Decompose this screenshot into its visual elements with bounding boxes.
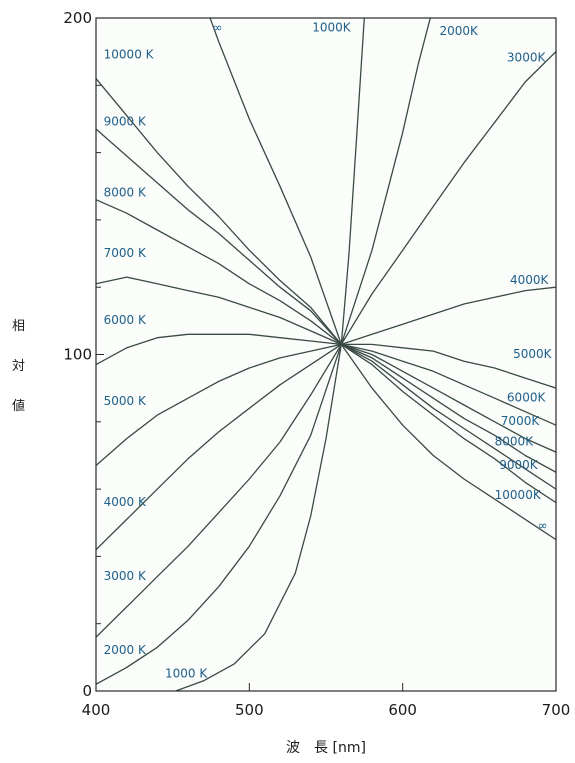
x-tick-label: 700 — [542, 701, 571, 719]
curve-label: 9000 K — [104, 115, 147, 129]
series-line-3 — [96, 199, 556, 473]
curve-label: 3000K — [507, 51, 547, 65]
curve-label: 2000 K — [104, 643, 147, 657]
curve-label: ∞ — [538, 518, 548, 532]
y-axis-label-char-2: 対 — [12, 359, 25, 374]
y-tick-label: 100 — [63, 346, 92, 364]
y-tick-label: 0 — [82, 682, 92, 700]
curve-label: 9000K — [499, 458, 539, 472]
curve-label: 8000K — [495, 434, 535, 448]
series-line-4 — [96, 276, 556, 453]
curve-label: 3000 K — [104, 569, 147, 583]
y-tick-label: 200 — [63, 9, 92, 27]
curve-label: 10000K — [495, 488, 542, 502]
x-tick-label: 400 — [82, 701, 111, 719]
curve-label: 6000K — [507, 391, 547, 405]
series-line-9 — [96, 18, 431, 685]
series-line-5 — [96, 333, 556, 426]
curve-label: 10000 K — [104, 47, 155, 61]
x-tick-label: 600 — [388, 701, 417, 719]
series-line-1 — [96, 78, 556, 504]
curve-label: 6000 K — [104, 313, 147, 327]
series-line-10 — [175, 18, 365, 691]
curve-label: 5000 K — [104, 394, 147, 408]
curve-label: 2000K — [439, 24, 479, 38]
series-line-6 — [96, 343, 556, 466]
series-line-8 — [96, 51, 556, 638]
curve-label: 7000K — [501, 414, 541, 428]
x-tick-label: 500 — [235, 701, 264, 719]
y-axis-label-char-1: 相 — [12, 319, 25, 334]
y-axis-label: 相 対 値 — [12, 319, 25, 414]
x-axis-label: 波 長 [nm] — [286, 740, 366, 756]
curve-label: 4000 K — [104, 495, 147, 509]
y-axis-label-char-3: 値 — [12, 398, 25, 414]
ticks-group: 400 500 600 700 0 100 200 — [63, 9, 570, 719]
curves-group — [96, 18, 556, 691]
curve-label: 4000K — [510, 273, 550, 287]
curve-label: 5000K — [513, 347, 553, 361]
curve-label: 1000K — [312, 20, 352, 34]
series-line-2 — [96, 128, 556, 490]
curve-label: 7000 K — [104, 246, 147, 260]
curve-label: ∞ — [213, 20, 223, 34]
series-line-7 — [96, 286, 556, 551]
curve-labels-group: 10000 K 9000 K 8000 K 7000 K 6000 K 5000 K 400… — [104, 20, 553, 680]
curve-label: 1000 K — [165, 667, 208, 681]
curve-label: 8000 K — [104, 185, 147, 199]
series-line-0 — [209, 18, 556, 541]
